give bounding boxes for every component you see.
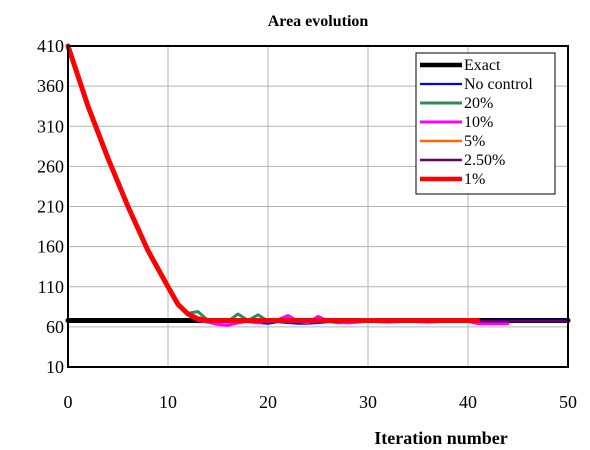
chart-title: Area evolution [268,13,369,30]
x-tick-label: 30 [359,392,377,412]
legend-label: 10% [464,114,493,131]
y-tick-label: 60 [46,317,64,337]
x-tick-label: 50 [559,392,577,412]
legend-label: 2.50% [464,152,505,169]
y-tick-label: 360 [37,76,64,96]
x-tick-label: 20 [259,392,277,412]
y-tick-label: 10 [46,357,64,377]
legend: Exact No control 20% 10% 5% 2.50% 1% [416,53,555,194]
x-tick-label: 10 [159,392,177,412]
legend-label: No control [464,76,533,93]
y-tick-label: 110 [38,277,64,297]
x-tick-label: 40 [459,392,477,412]
legend-label: 1% [464,171,485,188]
legend-label: Exact [464,57,501,74]
y-tick-label: 160 [37,237,64,257]
x-tick-label: 0 [64,392,73,412]
y-axis-ticks: 10 60 110 160 210 260 310 360 410 [37,36,64,377]
y-tick-label: 310 [37,116,64,136]
y-tick-label: 260 [37,156,64,176]
y-tick-label: 410 [37,36,64,56]
y-tick-label: 210 [37,197,64,217]
legend-label: 20% [464,95,493,112]
legend-label: 5% [464,133,485,150]
x-axis-ticks: 0 10 20 30 40 50 [64,392,578,412]
x-axis-label: Iteration number [374,428,508,448]
